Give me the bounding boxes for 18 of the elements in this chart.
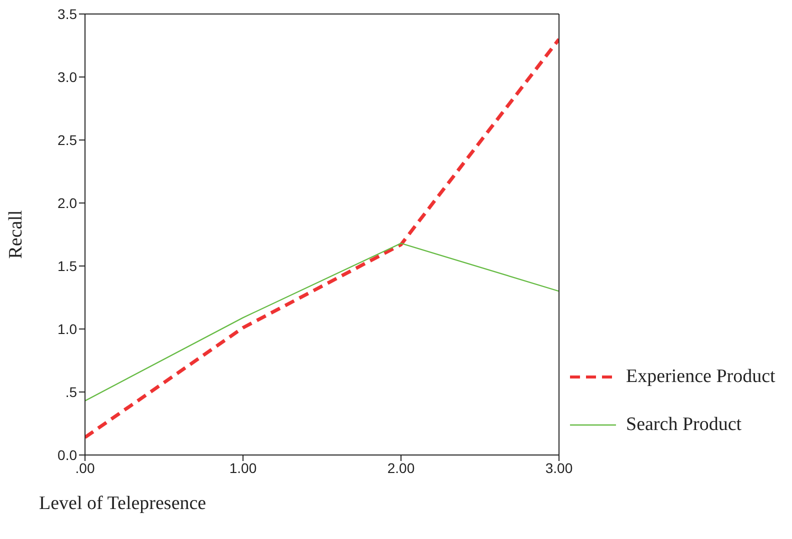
y-tick-label: 1.5 (58, 258, 78, 274)
x-tick-label: 3.00 (545, 460, 573, 476)
x-axis-title: Level of Telepresence (39, 493, 206, 514)
y-tick-label: 3.5 (58, 6, 78, 22)
line-series (85, 37, 559, 440)
legend-label: Experience Product (626, 366, 776, 388)
x-tick-label: 2.00 (387, 460, 415, 476)
line-series (85, 242, 559, 402)
x-tick-label: 1.00 (229, 460, 257, 476)
y-tick-label: 0.0 (58, 446, 78, 463)
y-tick-label: 1.0 (58, 320, 78, 337)
y-tick-label: 2.0 (58, 194, 78, 211)
x-tick-label: .00 (75, 460, 95, 476)
y-tick-label: 3.0 (58, 68, 78, 85)
y-axis-title: Recall (6, 210, 27, 259)
legend-label: Search Product (626, 414, 742, 436)
y-tick-label: 2.5 (58, 132, 78, 148)
y-tick-label: .5 (65, 384, 78, 400)
